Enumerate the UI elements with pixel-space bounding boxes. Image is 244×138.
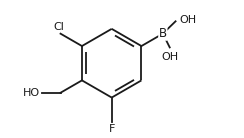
Text: OH: OH	[179, 15, 196, 25]
Text: HO: HO	[22, 88, 40, 98]
Text: Cl: Cl	[54, 22, 65, 32]
Text: F: F	[109, 124, 115, 134]
Text: B: B	[159, 27, 167, 40]
Text: OH: OH	[162, 52, 179, 62]
